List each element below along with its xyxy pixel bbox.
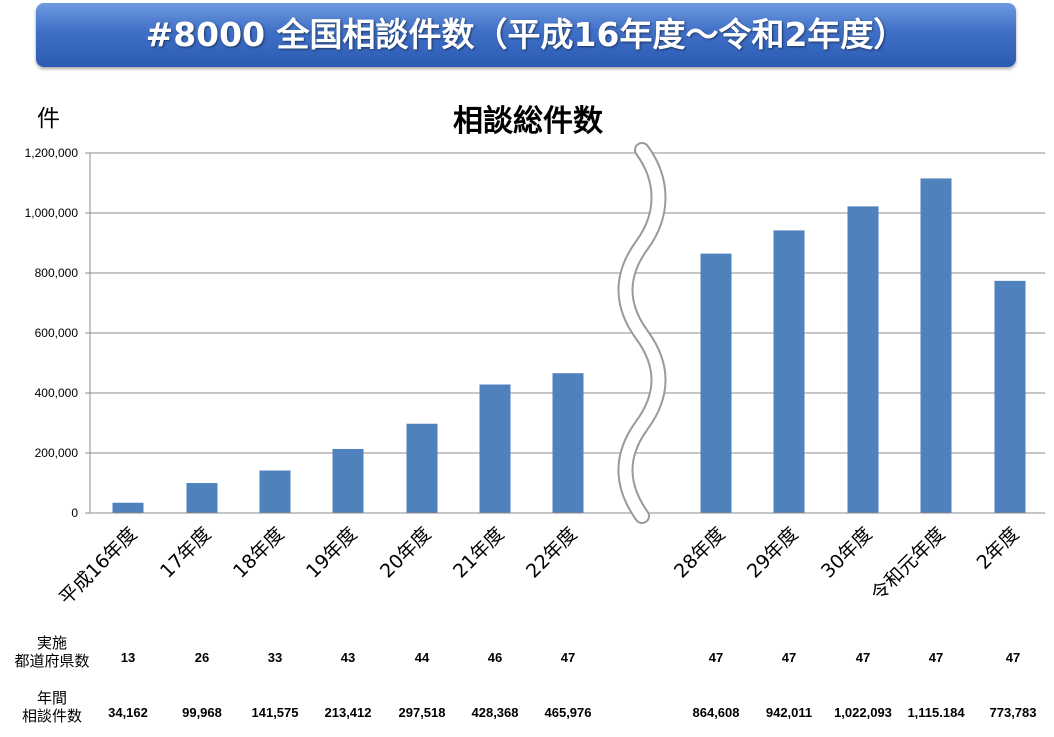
bar bbox=[700, 253, 732, 513]
table-cell: 773,783 bbox=[990, 705, 1037, 720]
x-tick-label: 2年度 bbox=[973, 523, 1024, 574]
x-tick-label: 令和元年度 bbox=[867, 523, 950, 606]
axes bbox=[85, 152, 1045, 514]
page-title: #8000 全国相談件数（平成16年度～令和2年度） bbox=[145, 15, 907, 54]
x-tick-label: 22年度 bbox=[522, 523, 582, 583]
table-row-label-line: 相談件数 bbox=[22, 707, 82, 725]
bar bbox=[847, 206, 879, 513]
table-cell: 47 bbox=[561, 650, 575, 665]
y-tick-label: 200,000 bbox=[35, 446, 79, 460]
table-cell: 43 bbox=[341, 650, 355, 665]
table-cell: 47 bbox=[709, 650, 723, 665]
table-cell: 428,368 bbox=[472, 705, 519, 720]
table-cell: 465,976 bbox=[545, 705, 592, 720]
bar bbox=[112, 502, 144, 513]
x-tick-label: 平成16年度 bbox=[55, 523, 141, 609]
bar bbox=[406, 423, 438, 513]
bar bbox=[332, 448, 364, 513]
table-cell: 44 bbox=[415, 650, 430, 665]
table-cell: 942,011 bbox=[766, 705, 812, 720]
table-cell: 297,518 bbox=[399, 705, 446, 720]
table-cell: 13 bbox=[121, 650, 135, 665]
table-cell: 141,575 bbox=[252, 705, 299, 720]
table-cell: 1,022,093 bbox=[834, 705, 892, 720]
table-cell: 26 bbox=[195, 650, 209, 665]
y-tick-label: 1,000,000 bbox=[25, 206, 79, 220]
table-cell: 33 bbox=[268, 650, 282, 665]
y-axis-unit-label: 件 bbox=[37, 106, 60, 132]
x-tick-label: 30年度 bbox=[817, 523, 877, 583]
title-banner: #8000 全国相談件数（平成16年度～令和2年度） bbox=[36, 3, 1016, 67]
bar bbox=[552, 373, 584, 513]
x-tick-label: 29年度 bbox=[743, 523, 803, 583]
x-tick-label: 21年度 bbox=[449, 523, 509, 583]
table-cell: 213,412 bbox=[325, 705, 372, 720]
table-cell: 47 bbox=[929, 650, 943, 665]
bar bbox=[479, 384, 511, 513]
break-band bbox=[619, 144, 665, 522]
table-cell: 47 bbox=[856, 650, 870, 665]
table-cell: 99,968 bbox=[182, 705, 222, 720]
bar bbox=[259, 470, 291, 513]
x-tick-label: 18年度 bbox=[229, 523, 289, 583]
bar bbox=[920, 178, 952, 513]
bar bbox=[186, 483, 218, 513]
y-tick-label: 600,000 bbox=[35, 326, 79, 340]
axis-break bbox=[617, 142, 667, 524]
x-tick-label: 19年度 bbox=[302, 523, 362, 583]
chart-title: 相談総件数 bbox=[453, 104, 604, 139]
table-row-label: 年間相談件数 bbox=[22, 689, 82, 725]
x-tick-label: 17年度 bbox=[156, 523, 216, 583]
table-cell: 46 bbox=[488, 650, 502, 665]
table-row-label-line: 都道府県数 bbox=[14, 652, 89, 670]
y-tick-label: 0 bbox=[71, 506, 78, 520]
x-tick-label: 28年度 bbox=[670, 523, 730, 583]
y-tick-label: 800,000 bbox=[35, 266, 79, 280]
table-cell: 34,162 bbox=[108, 705, 148, 720]
y-tick-label: 1,200,000 bbox=[25, 146, 79, 160]
x-tick-label: 20年度 bbox=[376, 523, 436, 583]
table-row-label: 実施都道府県数 bbox=[14, 634, 89, 670]
table-cell: 47 bbox=[782, 650, 796, 665]
bar bbox=[773, 230, 805, 513]
table-row-label-line: 年間 bbox=[37, 689, 67, 707]
table-cell: 47 bbox=[1006, 650, 1020, 665]
data-table: 実施都道府県数 13 26 33 43 44 46 47 47 47 47 47 47 年間相談件数 34,… bbox=[14, 634, 1036, 725]
table-cell: 1,115.184 bbox=[907, 705, 965, 720]
y-tick-label: 400,000 bbox=[35, 386, 79, 400]
table-row-label-line: 実施 bbox=[37, 634, 67, 652]
bar bbox=[994, 280, 1026, 513]
bars bbox=[112, 178, 1026, 513]
table-cell: 864,608 bbox=[693, 705, 740, 720]
